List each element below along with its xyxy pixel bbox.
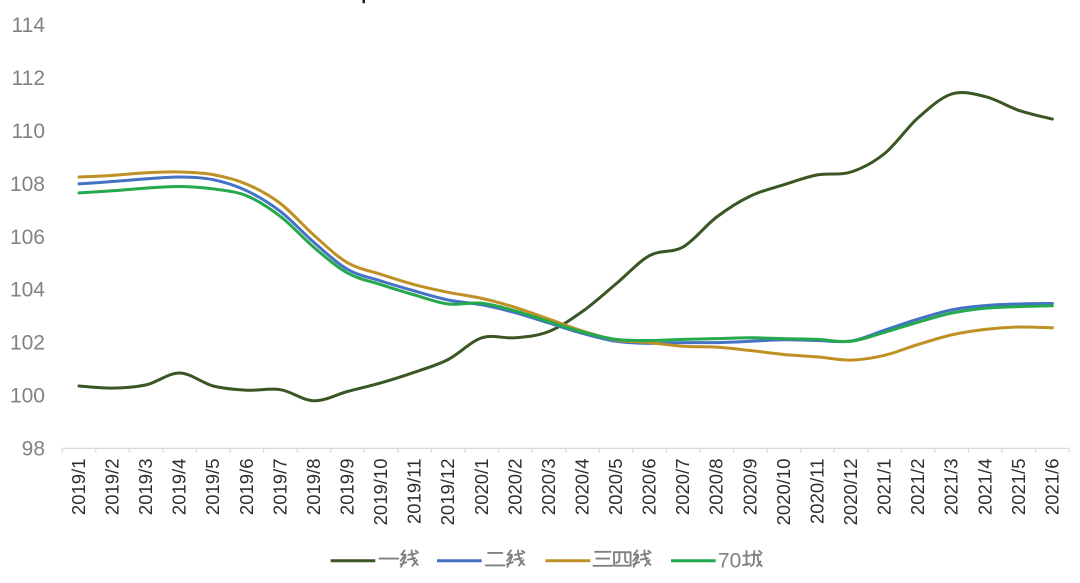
- svg-text:2020/11: 2020/11: [806, 459, 827, 525]
- svg-text:2020/3: 2020/3: [538, 459, 559, 516]
- svg-text:2020/2: 2020/2: [504, 459, 525, 516]
- svg-text:2019/11: 2019/11: [404, 459, 425, 525]
- svg-text:2019/6: 2019/6: [236, 459, 257, 516]
- svg-text:110: 110: [12, 120, 45, 143]
- svg-text:2020/5: 2020/5: [605, 459, 626, 516]
- svg-text:2021/4: 2021/4: [974, 459, 995, 516]
- svg-text:108: 108: [10, 173, 45, 196]
- svg-text:114: 114: [12, 14, 46, 37]
- svg-text:102: 102: [10, 332, 45, 355]
- svg-text:2019/9: 2019/9: [337, 459, 358, 516]
- svg-text:104: 104: [10, 279, 45, 302]
- svg-text:2019/8: 2019/8: [303, 459, 324, 516]
- svg-text:2020/9: 2020/9: [739, 459, 760, 516]
- svg-text:112: 112: [12, 67, 45, 90]
- svg-text:2019/10: 2019/10: [370, 459, 391, 526]
- svg-text:2019/3: 2019/3: [135, 459, 156, 516]
- svg-text:2019/1: 2019/1: [68, 459, 89, 516]
- svg-text:2021/3: 2021/3: [941, 459, 962, 516]
- svg-text:2019/2: 2019/2: [102, 459, 123, 516]
- svg-text:2021/6: 2021/6: [1041, 459, 1062, 516]
- svg-text:100: 100: [10, 385, 45, 408]
- svg-text:106: 106: [10, 226, 45, 249]
- svg-text:2020/10: 2020/10: [773, 459, 794, 526]
- svg-text:2020/6: 2020/6: [639, 459, 660, 516]
- svg-text:2020/1: 2020/1: [471, 459, 492, 516]
- svg-text:70: 70: [718, 549, 741, 572]
- svg-text:98: 98: [22, 437, 45, 460]
- svg-text:2021/1: 2021/1: [874, 459, 895, 516]
- svg-text:2020/7: 2020/7: [672, 459, 693, 516]
- svg-text:2020/4: 2020/4: [572, 459, 593, 516]
- svg-text:2021/2: 2021/2: [907, 459, 928, 516]
- svg-text:2020/12: 2020/12: [840, 459, 861, 526]
- svg-text:2019/5: 2019/5: [202, 459, 223, 516]
- svg-text:2019/7: 2019/7: [269, 459, 290, 516]
- svg-text:2021/5: 2021/5: [1008, 459, 1029, 516]
- svg-text:2019/12: 2019/12: [437, 459, 458, 526]
- svg-text:2020/8: 2020/8: [706, 459, 727, 516]
- svg-text:2019/4: 2019/4: [169, 459, 190, 516]
